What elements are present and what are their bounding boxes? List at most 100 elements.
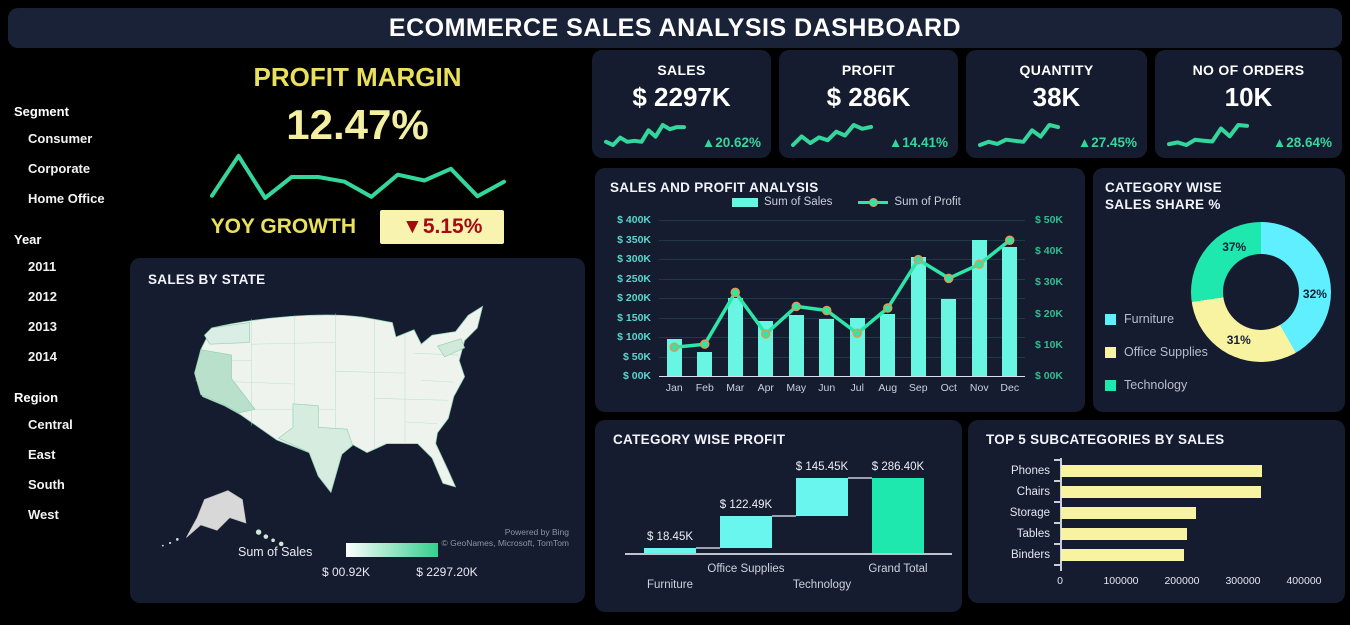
kpi-delta-badge: ▲20.62% [701, 135, 761, 150]
profit-line-marker[interactable] [730, 287, 740, 298]
profit-line-marker[interactable] [913, 254, 923, 265]
kpi-footer: ▲20.62% [602, 120, 761, 150]
sales-bar-mar[interactable] [727, 298, 743, 376]
sales-bar-jun[interactable] [819, 318, 835, 376]
waterfall-bar-furniture[interactable] [644, 548, 696, 553]
waterfall-bar-technology[interactable] [796, 478, 848, 517]
profit-line-marker[interactable] [852, 328, 862, 339]
sales-bar-feb[interactable] [697, 351, 713, 376]
sidebar-group-label: Segment [14, 104, 69, 119]
donut-legend-swatch [1105, 313, 1116, 325]
month-label: Apr [757, 382, 774, 394]
top5-bar-binders[interactable] [1061, 549, 1185, 561]
sales-bar-aug[interactable] [880, 313, 896, 376]
profit-line-marker[interactable] [944, 273, 954, 284]
profit-line-marker[interactable] [822, 305, 832, 316]
map-legend-max: $ 2297.20K [416, 565, 478, 579]
donut-label-furniture: 32% [1302, 287, 1327, 302]
sales-bar-oct[interactable] [941, 298, 957, 376]
top5-axis-tick [1054, 459, 1060, 461]
kpi-card-sales: SALES $ 2297K ▲20.62% [592, 50, 771, 158]
right-axis-tick: $ 00K [1035, 370, 1064, 382]
waterfall-connector [848, 477, 872, 479]
sidebar-item-south[interactable]: South [28, 477, 65, 492]
sales-by-state-card: SALES BY STATE Powered by Bing © GeoName… [130, 258, 585, 603]
sidebar-item-corporate[interactable]: Corporate [28, 161, 91, 176]
sidebar-group-year: Year 2011 2012 2013 2014 [14, 232, 129, 364]
waterfall-category-label: Office Supplies [707, 563, 785, 575]
waterfall-category-label: Technology [792, 579, 852, 591]
top5-xtick: 300000 [1225, 575, 1261, 587]
donut-legend-item[interactable]: Office Supplies [1105, 345, 1208, 359]
sidebar-item-2014[interactable]: 2014 [28, 349, 57, 364]
waterfall-plot: $ 18.45K Furniture $ 122.49K Office Supplie… [595, 420, 962, 612]
combo-gridline [659, 239, 1025, 241]
top5-bar-tables[interactable] [1061, 528, 1187, 540]
right-axis-tick: $ 40K [1035, 245, 1064, 258]
profit-line-marker[interactable] [883, 303, 893, 313]
profit-line-marker[interactable] [974, 259, 984, 270]
sidebar-item-west[interactable]: West [28, 507, 59, 522]
legend-item-sales: Sum of Sales [732, 196, 832, 208]
sidebar-item-home-office[interactable]: Home Office [28, 191, 105, 206]
legend-item-profit: Sum of Profit [858, 196, 961, 208]
sidebar-group-label: Year [14, 232, 42, 247]
dashboard-title: ECOMMERCE SALES ANALYSIS DASHBOARD [388, 13, 962, 42]
left-axis-tick: $ 50K [622, 350, 651, 363]
profit-line-marker[interactable] [761, 329, 771, 339]
state-washington[interactable] [204, 322, 250, 345]
sales-bar-dec[interactable] [1002, 246, 1018, 376]
sidebar-item-central[interactable]: Central [28, 417, 73, 432]
donut-legend-item[interactable]: Technology [1105, 378, 1208, 392]
month-label: Mar [726, 382, 745, 394]
top5-title: TOP 5 SUBCATEGORIES BY SALES [986, 432, 1225, 447]
state-texas[interactable] [277, 403, 353, 494]
top5-category-phones: Phones [1010, 465, 1050, 477]
top5-xtick: 0 [1057, 575, 1063, 587]
left-axis-tick: $ 350K [617, 233, 651, 246]
top5-xtick: 400000 [1286, 575, 1322, 587]
sales-bar-sep[interactable] [910, 257, 926, 376]
top5-category-binders: Binders [1011, 549, 1050, 561]
state-alaska[interactable] [186, 490, 247, 538]
top5-bar-storage[interactable] [1061, 507, 1197, 519]
waterfall-value-label: $ 286.40K [871, 461, 925, 473]
sales-bar-nov[interactable] [971, 239, 987, 376]
profit-line-series[interactable] [659, 220, 1025, 376]
profit-line-marker[interactable] [791, 301, 801, 312]
top5-bar-chairs[interactable] [1061, 486, 1262, 498]
profit-line-marker[interactable] [700, 339, 710, 349]
us-choropleth-map[interactable] [146, 290, 570, 552]
state-california[interactable] [194, 349, 256, 414]
sidebar-group-segment: Segment Consumer Corporate Home Office [14, 104, 129, 206]
top5-plot: Phones Chairs Storage Tables Binders 0 100000 2… [968, 420, 1345, 603]
sidebar-item-2013[interactable]: 2013 [28, 319, 57, 334]
left-axis-tick: $ 00K [622, 370, 651, 382]
donut-legend-swatch [1105, 379, 1116, 391]
map-attribution-2: © GeoNames, Microsoft, TomTom [441, 538, 570, 548]
donut-legend-label: Technology [1124, 378, 1188, 392]
sales-bar-may[interactable] [788, 314, 804, 376]
legend-swatch-sales [732, 197, 758, 207]
profit-line-marker[interactable] [669, 342, 679, 353]
sidebar-item-consumer[interactable]: Consumer [28, 131, 93, 146]
waterfall-bar-grand-total[interactable] [872, 478, 924, 553]
map-color-legend: Sum of Sales $ 00.92K $ 2297.20K [130, 543, 585, 589]
dashboard-titlebar: ECOMMERCE SALES ANALYSIS DASHBOARD [8, 8, 1342, 48]
state-new-york[interactable] [437, 338, 466, 358]
top5-bar-phones[interactable] [1061, 465, 1263, 477]
top5-category-chairs: Chairs [1016, 486, 1050, 498]
waterfall-category-label: Furniture [646, 579, 694, 591]
sidebar-item-2011[interactable]: 2011 [28, 259, 57, 274]
waterfall-title: CATEGORY WISE PROFIT [613, 432, 786, 447]
sidebar-item-east[interactable]: East [28, 447, 56, 462]
donut-label-office-supplies: 31% [1226, 332, 1251, 347]
state-hawaii[interactable] [255, 529, 284, 547]
sidebar-item-2012[interactable]: 2012 [28, 289, 57, 304]
map-legend-label: Sum of Sales [238, 545, 313, 559]
profit-line-marker[interactable] [1005, 235, 1015, 246]
waterfall-bar-office-supplies[interactable] [720, 516, 772, 549]
waterfall-value-label: $ 145.45K [795, 461, 849, 473]
donut-legend-item[interactable]: Furniture [1105, 312, 1208, 326]
category-share-card: CATEGORY WISE SALES SHARE % 32% 31% 37% Fu… [1093, 168, 1345, 412]
